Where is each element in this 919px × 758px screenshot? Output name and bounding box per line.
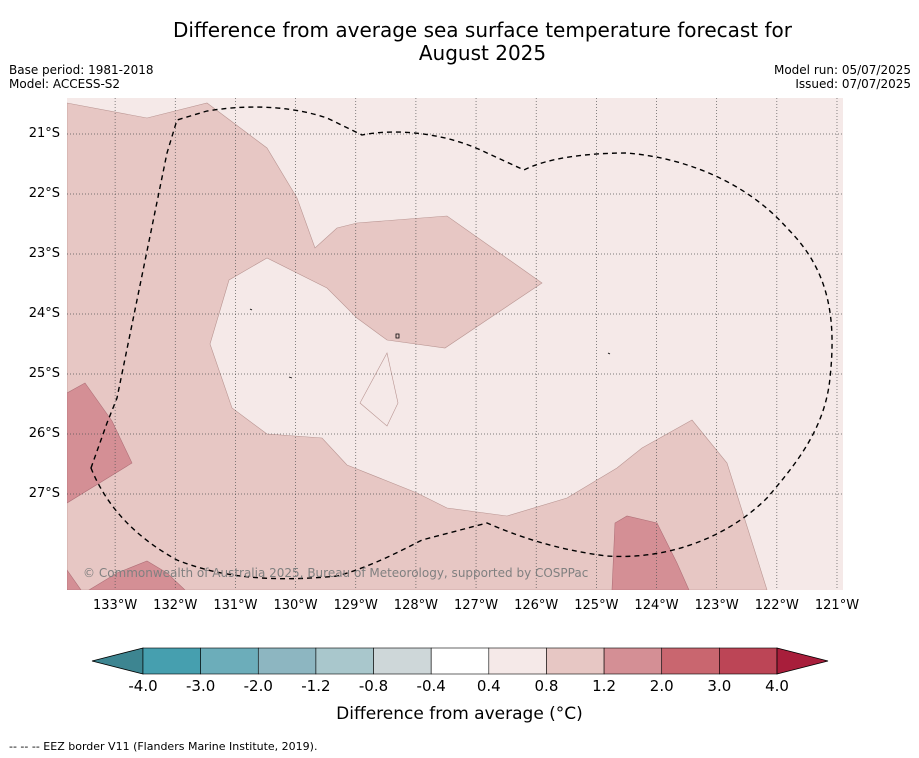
colorbar-tick-label: -2.0 xyxy=(243,677,273,695)
anomaly-region-1.2-2.0-southwest xyxy=(67,560,186,590)
issued-date: Issued: 07/07/2025 xyxy=(795,77,911,91)
latitude-label: 25°S xyxy=(28,366,60,381)
colorbar-tick-label: 1.2 xyxy=(592,677,616,695)
latitude-label: 21°S xyxy=(28,126,60,141)
colorbar-swatch xyxy=(200,647,259,675)
longitude-label: 133°W xyxy=(93,598,138,613)
colorbar xyxy=(91,647,829,675)
latitude-label: 22°S xyxy=(28,186,60,201)
colorbar-tick-label: 2.0 xyxy=(649,677,674,695)
model-name: Model: ACCESS-S2 xyxy=(9,77,121,91)
colorbar-tick-label: -0.4 xyxy=(416,677,446,695)
longitude-label: 130°W xyxy=(273,598,318,613)
colorbar-tick-label: 0.4 xyxy=(476,677,501,695)
anomaly-region-1.2-2.0-west xyxy=(67,382,133,504)
colorbar-swatch xyxy=(430,647,490,675)
copyright-notice: © Commonwealth of Australia 2025, Bureau… xyxy=(83,566,588,580)
meta-right: Model run: 05/07/2025 Issued: 07/07/2025 xyxy=(774,63,911,91)
map-title-line2: August 2025 xyxy=(418,41,547,65)
meta-left: Base period: 1981-2018 Model: ACCESS-S2 xyxy=(9,63,154,91)
longitude-label: 123°W xyxy=(694,598,739,613)
island-marker xyxy=(395,333,400,339)
longitude-label: 129°W xyxy=(333,598,378,613)
island-marker-3 xyxy=(288,376,293,379)
colorbar-tick-label: -1.2 xyxy=(301,677,331,695)
colorbar-swatch xyxy=(488,647,547,675)
longitude-label: 131°W xyxy=(213,598,258,613)
anomaly-region-0.4-0.8-patch xyxy=(359,352,399,427)
eez-footnote: -- -- -- EEZ border V11 (Flanders Marine… xyxy=(9,740,318,753)
colorbar-over-arrow xyxy=(776,647,829,675)
colorbar-tick-label: 3.0 xyxy=(707,677,732,695)
eez-border xyxy=(90,106,833,580)
latitude-label: 26°S xyxy=(28,426,60,441)
base-period: Base period: 1981-2018 xyxy=(9,63,154,77)
map-title: Difference from average sea surface temp… xyxy=(0,19,919,65)
island-marker-2 xyxy=(249,308,253,311)
colorbar-swatch xyxy=(315,647,374,675)
colorbar-tick-label: -0.8 xyxy=(358,677,389,695)
longitude-label: 121°W xyxy=(814,598,860,613)
colorbar-under-arrow xyxy=(91,647,144,675)
longitude-label: 132°W xyxy=(153,598,198,613)
graticule xyxy=(67,98,843,590)
anomaly-region-0.8-1.2 xyxy=(67,102,768,590)
longitude-label: 124°W xyxy=(634,598,679,613)
colorbar-tick-label: 0.8 xyxy=(534,677,559,695)
colorbar-swatch xyxy=(719,647,778,675)
anomaly-region-1.2-2.0-southeast xyxy=(611,515,690,590)
longitude-label: 122°W xyxy=(754,598,799,613)
longitude-label: 128°W xyxy=(393,598,438,613)
latitude-label: 24°S xyxy=(28,306,60,321)
colorbar-swatch xyxy=(603,647,663,675)
colorbar-swatch xyxy=(373,647,432,675)
latitude-label: 27°S xyxy=(28,486,60,501)
colorbar-tick-label: 4.0 xyxy=(765,677,789,695)
map-title-line1: Difference from average sea surface temp… xyxy=(172,18,792,42)
colorbar-swatch xyxy=(142,647,201,675)
colorbar-tick-label: -4.0 xyxy=(128,677,158,695)
model-run: Model run: 05/07/2025 xyxy=(773,63,911,77)
colorbar-swatch xyxy=(661,647,720,675)
colorbar-tick-label: -3.0 xyxy=(185,677,216,695)
longitude-label: 125°W xyxy=(574,598,619,613)
colorbar-swatch xyxy=(546,647,605,675)
colorbar-swatch xyxy=(257,647,317,675)
latitude-label: 23°S xyxy=(28,246,60,261)
longitude-label: 127°W xyxy=(453,598,499,613)
colorbar-title: Difference from average (°C) xyxy=(336,704,583,724)
longitude-label: 126°W xyxy=(514,598,559,613)
sst-anomaly-map: © Commonwealth of Australia 2025, Bureau… xyxy=(67,98,843,590)
island-marker-4 xyxy=(607,352,611,355)
